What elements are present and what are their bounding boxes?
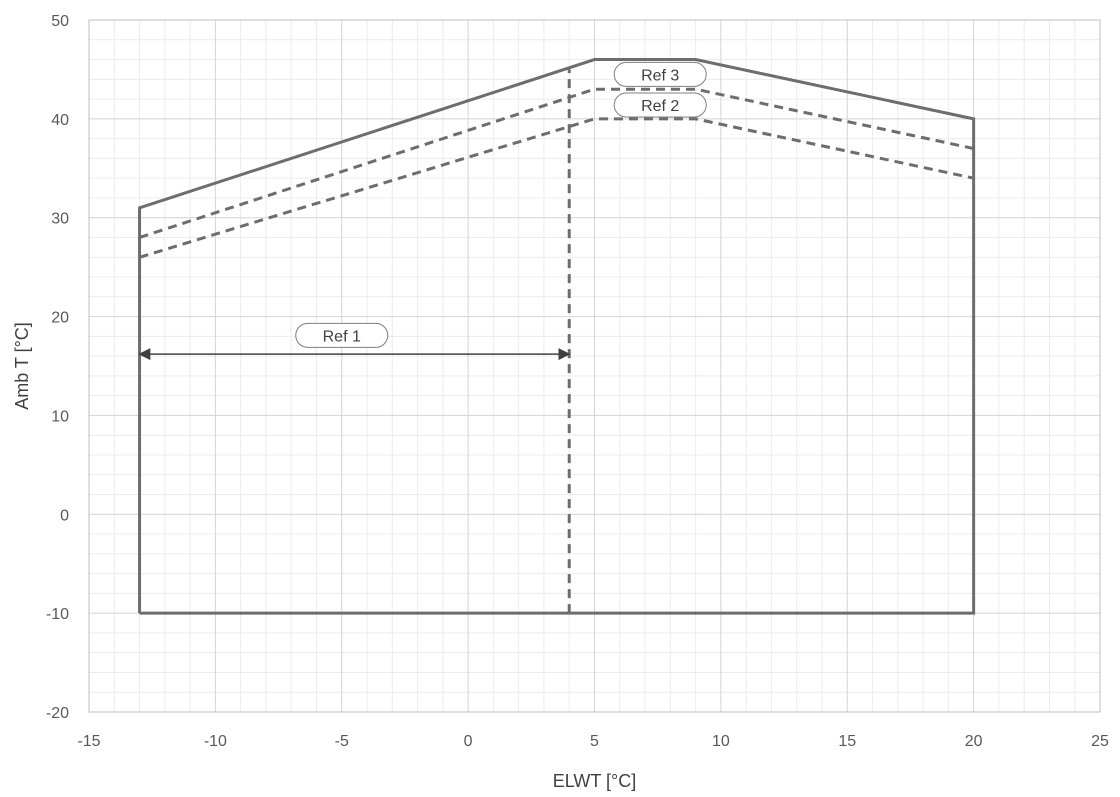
ref-label-callout: Ref 3 bbox=[613, 61, 707, 87]
y-tick-label: -20 bbox=[46, 705, 69, 722]
x-tick-label: 25 bbox=[1091, 733, 1109, 750]
y-tick-label: -10 bbox=[46, 606, 69, 623]
annotation-layer: Ref 1 Ref 2 Ref 3 bbox=[295, 61, 707, 348]
series-line-1 bbox=[138, 58, 976, 615]
y-tick-label: 30 bbox=[51, 211, 69, 228]
x-tick-label: 10 bbox=[712, 733, 730, 750]
x-axis-tick-labels: -15 -10 -5 0 5 10 15 20 25 bbox=[77, 733, 1109, 750]
y-tick-label: 0 bbox=[60, 507, 69, 524]
y-tick-label: 40 bbox=[51, 112, 69, 129]
series-line-3 bbox=[139, 117, 974, 259]
ref-label-box bbox=[613, 61, 707, 87]
ref-label-text: Ref 3 bbox=[641, 67, 679, 84]
ref-label-callout: Ref 2 bbox=[613, 92, 707, 118]
plot-area-border bbox=[88, 19, 1101, 713]
x-tick-label: -10 bbox=[204, 733, 227, 750]
x-tick-label: 15 bbox=[838, 733, 856, 750]
series-layer bbox=[138, 58, 976, 615]
y-tick-label: 20 bbox=[51, 310, 69, 327]
y-tick-label: 50 bbox=[51, 13, 69, 30]
ref-label-box bbox=[613, 92, 707, 118]
x-tick-label: -15 bbox=[77, 733, 100, 750]
x-tick-label: 20 bbox=[965, 733, 983, 750]
ref-label-box bbox=[295, 322, 389, 348]
ref-label-text: Ref 1 bbox=[323, 328, 361, 345]
x-tick-label: -5 bbox=[335, 733, 349, 750]
x-tick-label: 5 bbox=[590, 733, 599, 750]
plot-frame bbox=[88, 19, 1101, 713]
x-tick-label: 0 bbox=[464, 733, 473, 750]
x-axis-title: ELWT [°C] bbox=[553, 771, 637, 791]
ref-label-callout: Ref 1 bbox=[295, 322, 389, 348]
series-line-2 bbox=[139, 87, 974, 239]
y-tick-label: 10 bbox=[51, 408, 69, 425]
ref-label-text: Ref 2 bbox=[641, 98, 679, 115]
y-axis-tick-labels: -20 -10 0 10 20 30 40 50 bbox=[46, 13, 69, 722]
y-axis-title: Amb T [°C] bbox=[12, 322, 32, 410]
